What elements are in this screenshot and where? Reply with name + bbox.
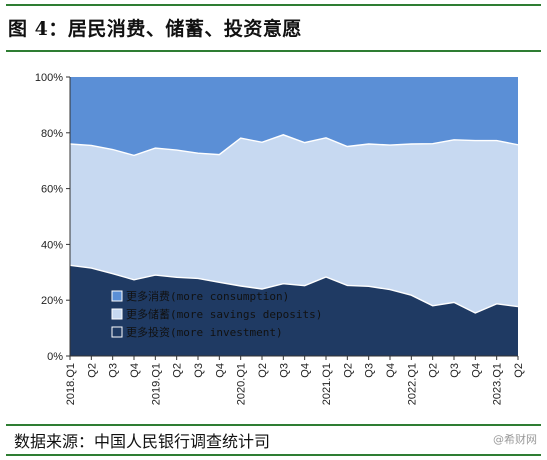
x-tick-label: Q3: [278, 363, 290, 378]
x-tick-label: Q2: [342, 363, 354, 378]
x-tick-label: 2018.Q1: [65, 363, 77, 405]
x-tick-label: Q2: [257, 363, 269, 378]
legend-swatch-investment: [111, 326, 123, 338]
bottom-rule: [6, 454, 541, 456]
title-rule: [6, 50, 541, 52]
x-tick-label: Q2: [86, 363, 98, 378]
y-tick-label: 60%: [41, 184, 63, 196]
watermark: @希财网: [493, 433, 537, 446]
x-tick-label: Q2: [428, 363, 440, 378]
x-tick-label: Q4: [470, 363, 482, 378]
x-tick-label: Q4: [129, 363, 141, 378]
x-tick-label: Q3: [449, 363, 461, 378]
x-tick-label: Q4: [214, 363, 226, 378]
legend-swatch-consumption: [111, 290, 123, 302]
x-tick-label: 2020.Q1: [236, 363, 248, 405]
y-tick-label: 80%: [41, 128, 63, 140]
investment-area: [70, 265, 518, 356]
x-tick-label: Q4: [300, 363, 312, 378]
x-tick-label: Q4: [385, 363, 397, 378]
legend-label-investment: 更多投资(more investment): [126, 325, 283, 339]
savings-top-line: [69, 134, 519, 157]
x-tick-label: Q3: [193, 363, 205, 378]
legend-swatch-savings: [111, 308, 123, 320]
x-tick-label: Q3: [364, 363, 376, 378]
x-tick-label: 2022.Q1: [406, 363, 418, 405]
investment-top-line: [69, 264, 519, 314]
savings-area: [70, 134, 518, 313]
source-rule: [6, 424, 541, 426]
y-tick-label: 20%: [41, 295, 63, 307]
x-tick-label: Q2: [172, 363, 184, 378]
consumption-area: [70, 77, 518, 156]
x-tick-label: Q2: [513, 363, 525, 378]
x-tick-label: 2021.Q1: [321, 363, 333, 405]
y-tick-label: 0%: [47, 351, 63, 363]
source-note: 数据来源：中国人民银行调查统计司: [14, 432, 271, 451]
top-rule: [6, 4, 541, 6]
x-tick-label: 2023.Q1: [492, 363, 504, 405]
y-tick-label: 100%: [35, 72, 63, 84]
legend-label-savings: 更多储蓄(more savings deposits): [126, 307, 322, 321]
legend-label-consumption: 更多消费(more consumption): [126, 289, 289, 303]
y-tick-label: 40%: [41, 239, 63, 251]
x-tick-label: 2019.Q1: [150, 363, 162, 405]
figure-title: 图 4：居民消费、储蓄、投资意愿: [8, 18, 302, 40]
x-tick-label: Q3: [108, 363, 120, 378]
